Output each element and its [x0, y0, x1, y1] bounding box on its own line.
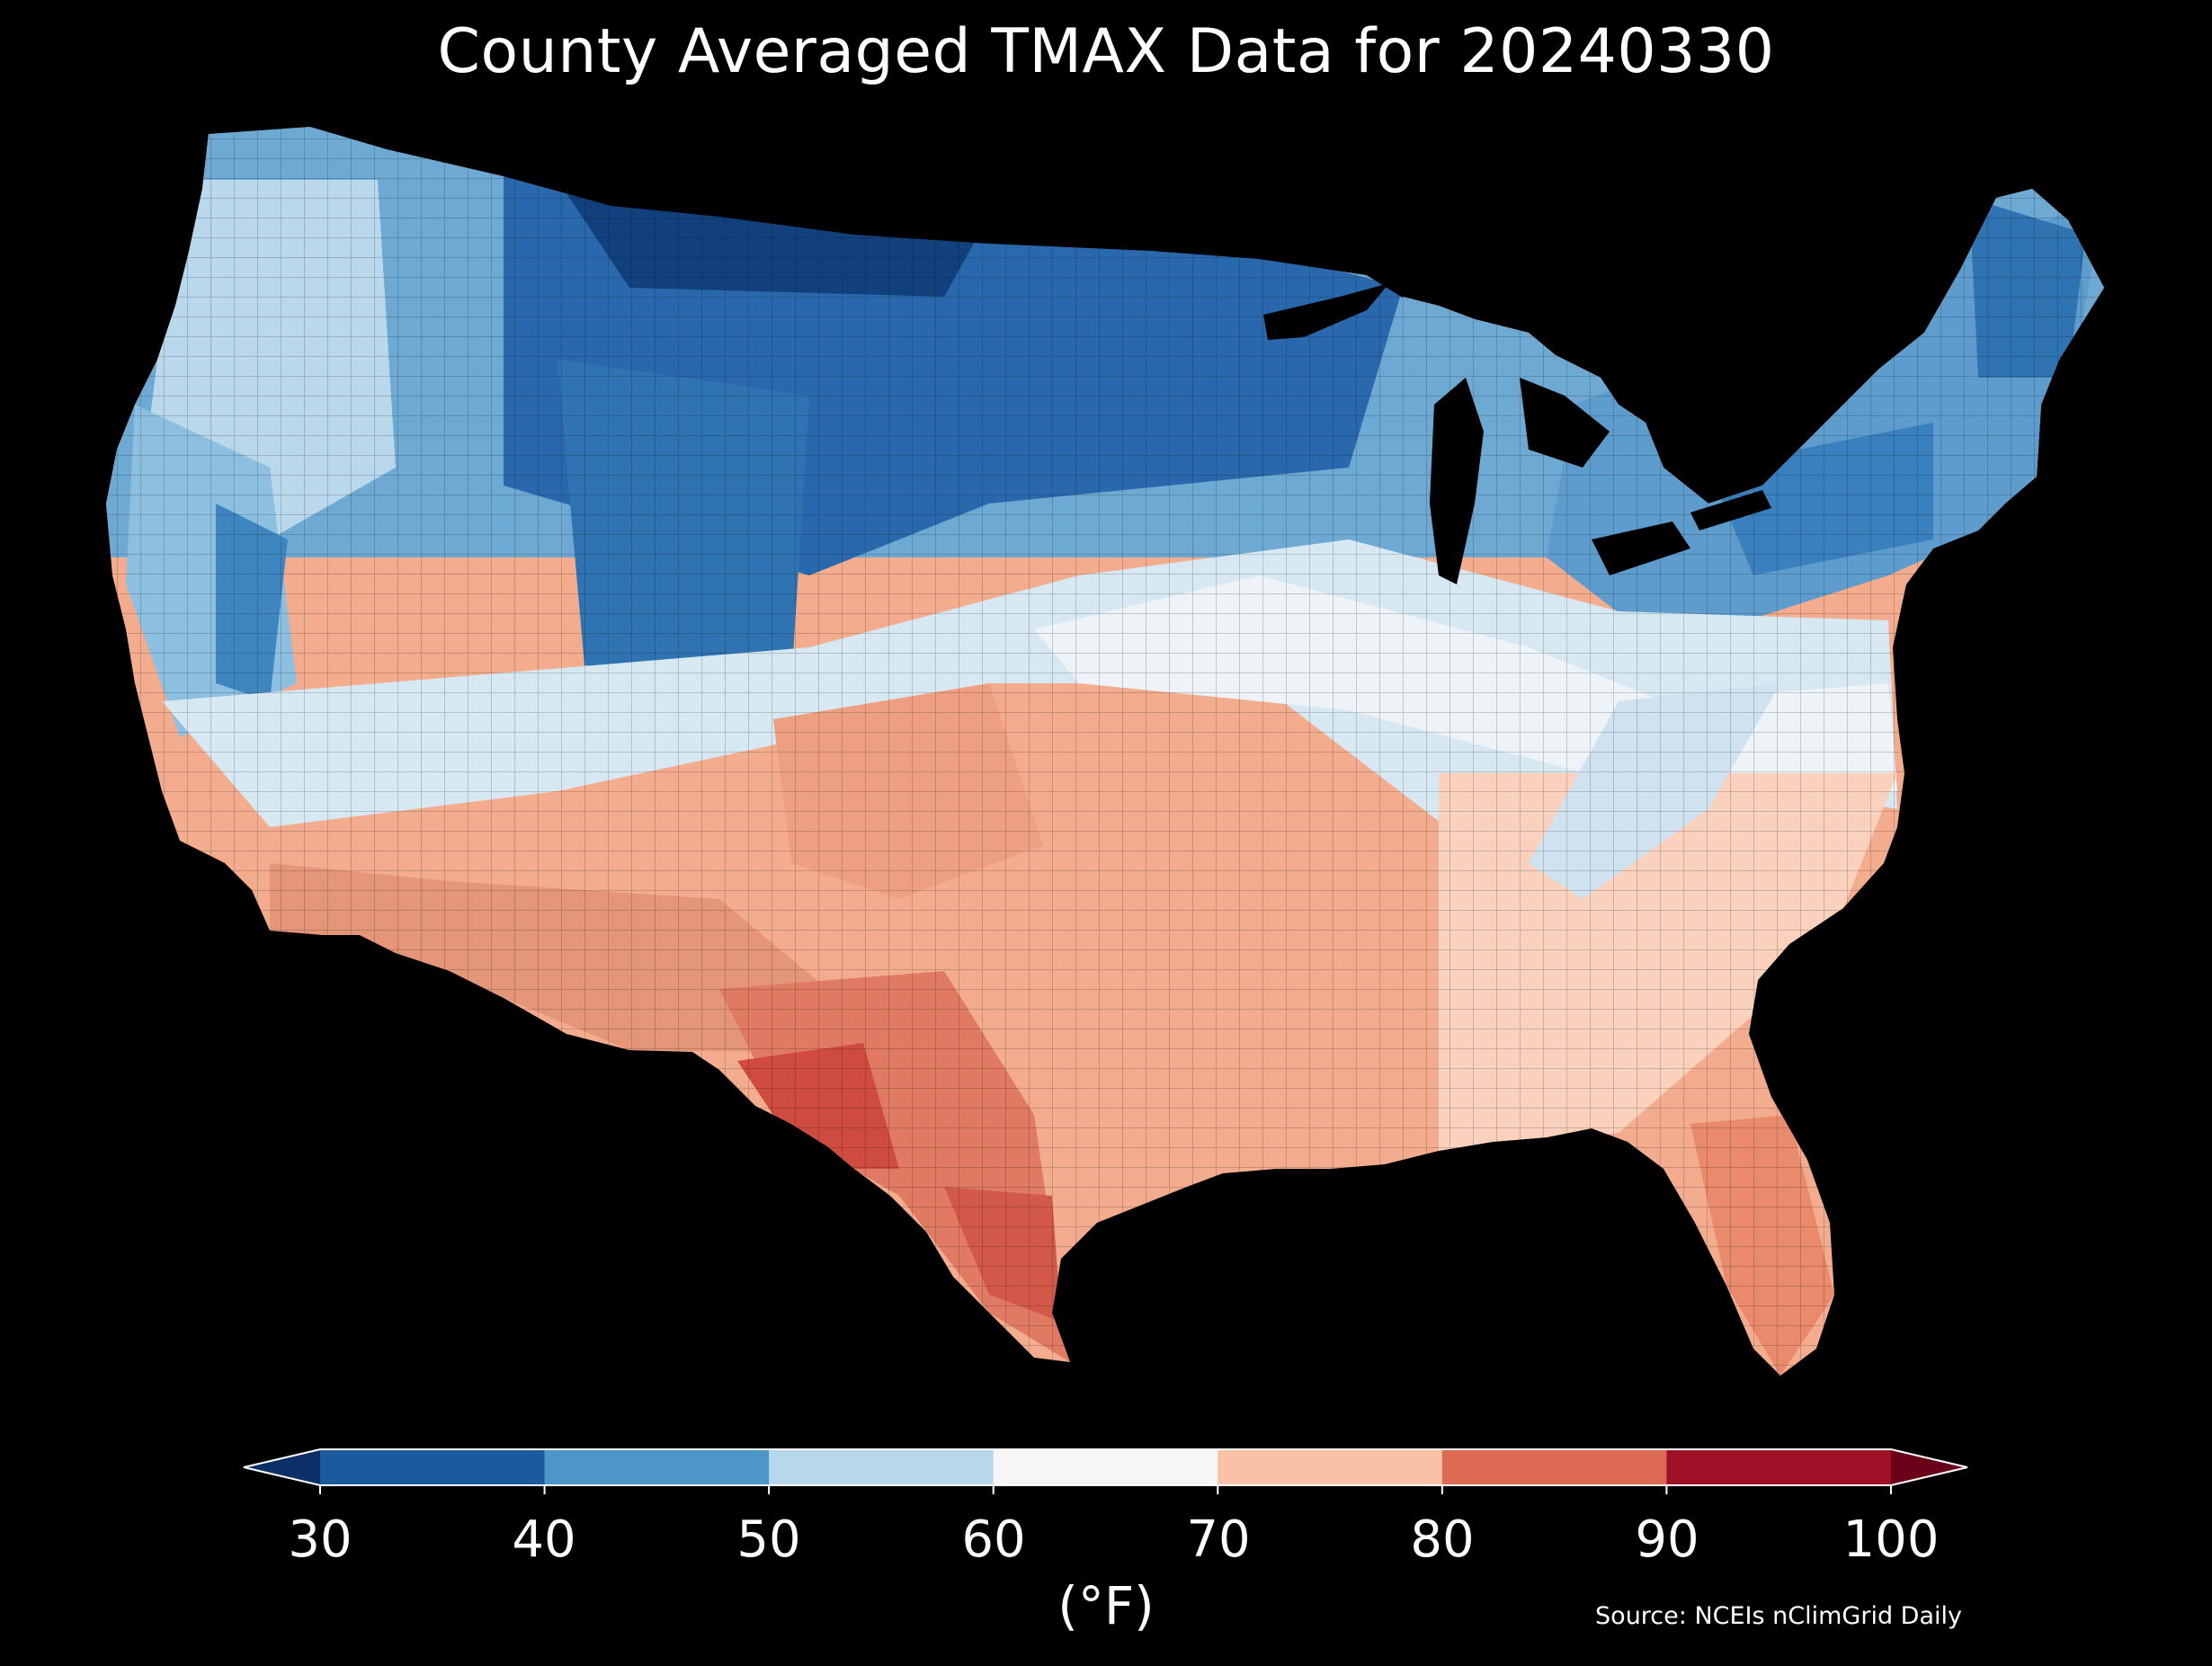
great-lakes — [1263, 283, 1771, 584]
colorbar-tick-label: 80 — [1410, 1510, 1475, 1569]
colorbar-tick-label: 30 — [288, 1510, 352, 1569]
colorbar-unit-label: (°F) — [1057, 1575, 1155, 1636]
colorbar-segment — [544, 1449, 770, 1485]
colorbar-segment — [320, 1449, 546, 1485]
source-credit: Source: NCEIs nClimGrid Daily — [1595, 1602, 1962, 1630]
colorbar-tick-label: 70 — [1186, 1510, 1251, 1569]
colorbar-segment — [993, 1449, 1218, 1485]
colorbar-segment — [1666, 1449, 1892, 1485]
colorbar-segment — [1441, 1449, 1667, 1485]
colorbar-tick-label: 90 — [1635, 1510, 1699, 1569]
colorbar-segment — [769, 1449, 995, 1485]
colorbar-tick-label: 60 — [961, 1510, 1026, 1569]
us-outline — [208, 124, 1404, 298]
map-title: County Averaged TMAX Data for 20240330 — [437, 16, 1775, 87]
colorbar-extend-under — [244, 1449, 320, 1485]
colorbar-segment — [1217, 1449, 1443, 1485]
colorbar-tick-label: 50 — [736, 1510, 801, 1569]
colorbar-tick-label: 100 — [1842, 1510, 1940, 1569]
colorbar-extend-over — [1891, 1449, 1967, 1485]
colorbar-tick-label: 40 — [512, 1510, 576, 1569]
